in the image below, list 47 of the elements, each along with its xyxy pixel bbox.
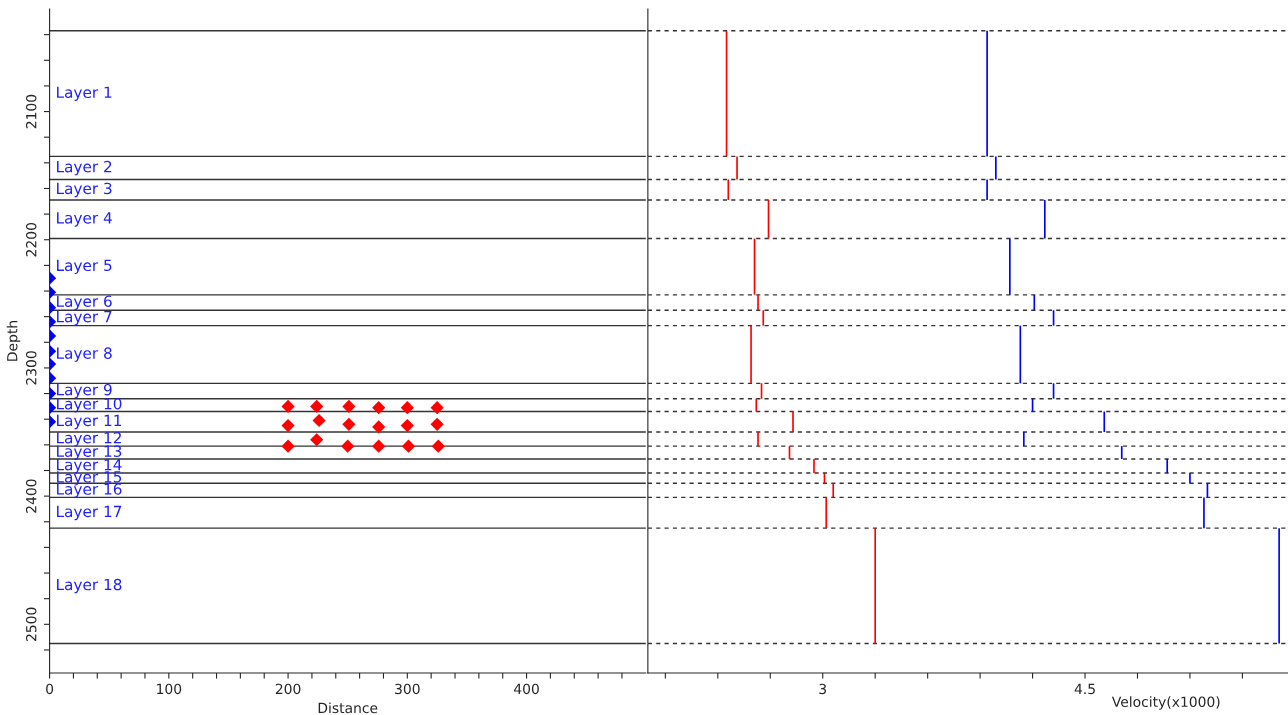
point (310, 433, 324, 447)
point (342, 399, 356, 413)
point (372, 420, 386, 434)
annotation: Layer 18 (57, 578, 122, 594)
point (341, 439, 355, 453)
x-tick-label: 100 (157, 683, 182, 695)
x-tick-label: 0 (46, 683, 54, 695)
annotation: Layer 11 (57, 414, 122, 430)
y-tick-label: 2100 (25, 94, 37, 129)
annotation: Layer 8 (57, 347, 112, 362)
annotation: Layer 2 (57, 160, 112, 176)
point (372, 439, 386, 453)
annotation: Layer 13 (57, 445, 122, 460)
annotation: Layer 17 (57, 505, 122, 521)
point (400, 401, 414, 415)
point (312, 413, 326, 428)
point (431, 439, 445, 453)
annotation: Layer 10 (57, 397, 122, 413)
point (342, 417, 356, 431)
annotation: Layer 5 (57, 259, 112, 275)
point (281, 439, 295, 453)
y-axis-title: Depth (6, 321, 21, 361)
x-tick-label: 4.5 (1074, 683, 1095, 695)
annotation: Layer 1 (57, 86, 112, 102)
y-tick-label: 2300 (25, 351, 37, 385)
point (372, 401, 386, 415)
x-tick-label: 400 (513, 683, 539, 695)
y-tick-label: 2400 (25, 479, 37, 513)
y-tick-label: 2500 (25, 607, 37, 641)
annotation: Layer 9 (57, 383, 112, 399)
x-axis-title: Velocity(x1000) (1111, 696, 1220, 710)
x-axis-title: Distance (318, 702, 378, 714)
x-tick-label: 300 (395, 683, 420, 695)
annotation: Layer 4 (57, 212, 112, 227)
point (400, 419, 414, 433)
y-tick-label: 2200 (25, 223, 37, 257)
point (281, 419, 295, 433)
point (281, 399, 295, 413)
annotation: Layer 6 (57, 295, 112, 310)
point (401, 439, 416, 453)
x-tick-label: 3 (819, 683, 827, 695)
annotation: Layer 7 (57, 311, 112, 326)
annotation: Layer 3 (57, 182, 112, 198)
x-tick-label: 200 (275, 683, 301, 695)
point (430, 417, 444, 431)
point (310, 399, 324, 413)
point (430, 401, 444, 415)
